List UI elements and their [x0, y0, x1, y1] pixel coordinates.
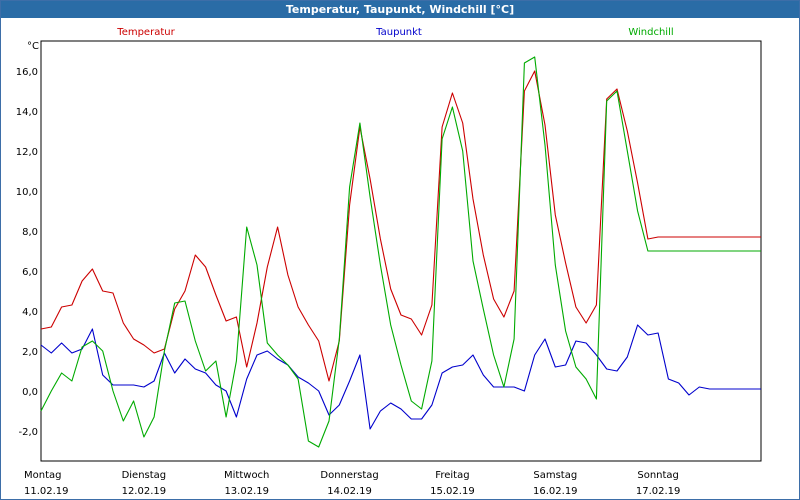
x-tick-date: 11.02.19 [24, 486, 69, 497]
tick-labels: -2,0 0,0 2,0 4,0 6,0 8,0 10,0 12,0 14,0 16,0 Monta… [16, 67, 681, 497]
x-tick-day: Donnerstag [320, 470, 378, 481]
x-tick-day: Dienstag [122, 470, 167, 481]
y-tick-label: 4,0 [22, 307, 38, 318]
x-tick-day: Sonntag [637, 470, 679, 481]
chart-title: Temperatur, Taupunkt, Windchill [°C] [1, 1, 799, 18]
legend-temperatur: Temperatur [116, 27, 175, 38]
legend-windchill: Windchill [628, 27, 673, 38]
series-line-taupunkt [40, 324, 761, 430]
series-lines [40, 56, 761, 448]
x-tick-date: 12.02.19 [122, 486, 167, 497]
y-tick-label: 12,0 [16, 147, 38, 158]
x-tick-day: Samstag [533, 470, 577, 481]
y-tick-label: 8,0 [22, 227, 38, 238]
legend-taupunkt: Taupunkt [375, 27, 422, 38]
x-tick-date: 17.02.19 [636, 486, 681, 497]
plot-area [41, 41, 761, 461]
x-tick-day: Mittwoch [224, 470, 269, 481]
series-line-windchill [40, 56, 761, 448]
y-tick-label: -2,0 [18, 427, 38, 438]
y-tick-label: 0,0 [22, 387, 38, 398]
y-tick-label: 10,0 [16, 187, 38, 198]
series-line-temperatur [40, 70, 761, 382]
x-tick-day: Montag [24, 470, 61, 481]
y-tick-label: 16,0 [16, 67, 38, 78]
y-axis-label: °C [27, 41, 39, 52]
y-tick-label: 6,0 [22, 267, 38, 278]
x-tick-day: Freitag [435, 470, 469, 481]
x-tick-date: 14.02.19 [327, 486, 372, 497]
x-tick-date: 16.02.19 [533, 486, 578, 497]
y-tick-label: 14,0 [16, 107, 38, 118]
x-tick-date: 15.02.19 [430, 486, 475, 497]
x-tick-date: 13.02.19 [224, 486, 269, 497]
plot-axes [40, 40, 762, 462]
y-tick-label: 2,0 [22, 347, 38, 358]
